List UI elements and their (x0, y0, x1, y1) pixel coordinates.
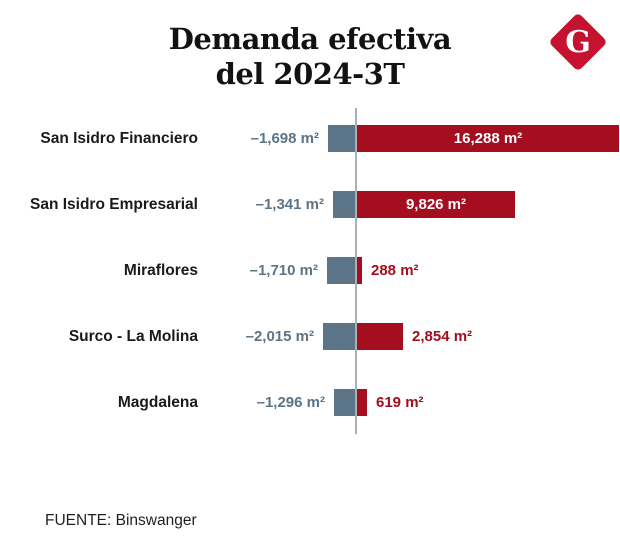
title-line-1: Demanda efectiva (168, 22, 452, 56)
axis-line (355, 107, 357, 434)
category-label: Surco - La Molina (68, 327, 198, 345)
bar-row-miraflores: Miraflores –1,710 m² 288 m² (0, 238, 620, 304)
negative-value-label: –1,341 m² (255, 196, 324, 214)
positive-bar: 16,288 m² (357, 125, 619, 153)
bar-row-magdalena: Magdalena –1,296 m² 619 m² (0, 370, 620, 436)
positive-value-label: 16,288 m² (453, 130, 523, 148)
category-label: San Isidro Empresarial (30, 195, 198, 213)
negative-bar (328, 125, 355, 153)
negative-value-label: –1,296 m² (256, 394, 325, 412)
positive-zone: 619 m² (355, 389, 620, 417)
positive-zone: 16,288 m² (355, 125, 620, 153)
negative-zone: –1,296 m² (208, 389, 355, 417)
negative-zone: –1,710 m² (208, 257, 355, 285)
category-label: Miraflores (123, 261, 198, 279)
bar-row-san-isidro-financiero: San Isidro Financiero –1,698 m² 16,288 m… (0, 106, 620, 172)
positive-zone: 288 m² (355, 257, 620, 285)
positive-bar: 9,826 m² (357, 191, 515, 219)
negative-zone: –2,015 m² (208, 323, 355, 351)
source-caption: FUENTE: Binswanger (45, 512, 197, 529)
negative-bar (323, 323, 355, 351)
gestion-logo: G (548, 12, 608, 72)
diverging-bar-chart: San Isidro Financiero –1,698 m² 16,288 m… (0, 106, 620, 436)
positive-value-label: 619 m² (376, 394, 424, 412)
negative-value-label: –1,698 m² (250, 130, 319, 148)
positive-value-label: 9,826 m² (405, 196, 467, 214)
positive-bar: 619 m² (357, 389, 424, 417)
negative-bar (333, 191, 355, 219)
chart-header: Demanda efectiva del 2024-3T G (0, 0, 620, 92)
negative-bar (327, 257, 355, 285)
negative-value-label: –2,015 m² (245, 328, 314, 346)
negative-zone: –1,341 m² (208, 191, 355, 219)
positive-value-label: 288 m² (371, 262, 419, 280)
positive-bar: 288 m² (357, 257, 419, 285)
negative-value-label: –1,710 m² (249, 262, 318, 280)
bar-row-surco-la-molina: Surco - La Molina –2,015 m² 2,854 m² (0, 304, 620, 370)
category-label: Magdalena (117, 393, 198, 411)
chart-rows: San Isidro Financiero –1,698 m² 16,288 m… (0, 106, 620, 436)
bar-row-san-isidro-empresarial: San Isidro Empresarial –1,341 m² 9,826 m… (0, 172, 620, 238)
negative-bar (334, 389, 355, 417)
positive-value-label: 2,854 m² (412, 328, 473, 346)
positive-bar: 2,854 m² (357, 323, 472, 351)
positive-zone: 9,826 m² (355, 191, 620, 219)
page-title: Demanda efectiva del 2024-3T (0, 22, 620, 92)
positive-zone: 2,854 m² (355, 323, 620, 351)
negative-zone: –1,698 m² (208, 125, 355, 153)
category-label: San Isidro Financiero (40, 129, 198, 147)
title-line-2: del 2024-3T (215, 56, 405, 91)
logo-letter: G (565, 24, 591, 60)
